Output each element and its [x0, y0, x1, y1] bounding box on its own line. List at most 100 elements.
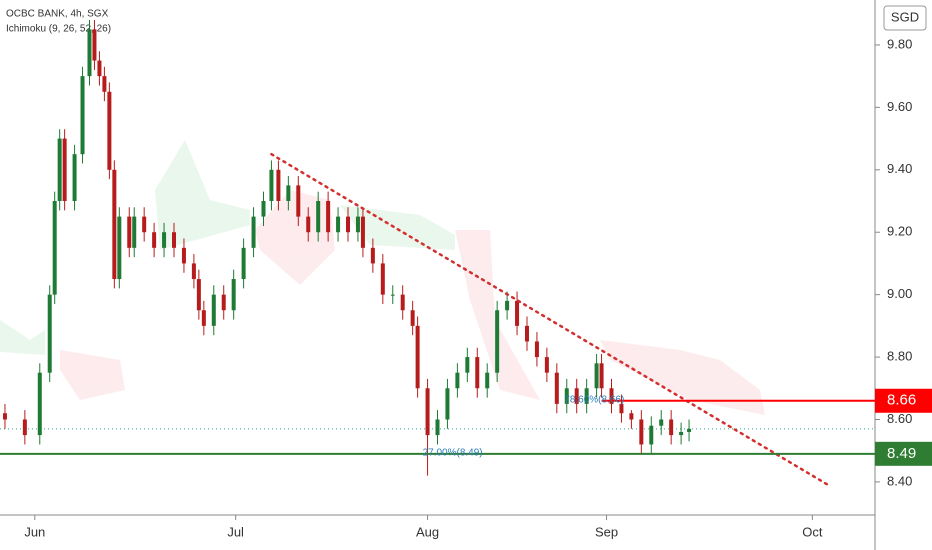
price-label-box: [875, 388, 932, 413]
currency-label: SGD: [891, 9, 919, 24]
candle-body: [286, 185, 291, 202]
candle-body: [584, 388, 589, 404]
candle-body: [629, 413, 634, 420]
candle-body: [346, 216, 351, 233]
candle-body: [107, 91, 112, 170]
candle-body: [269, 169, 274, 202]
currency-box[interactable]: [883, 5, 927, 31]
candle-body: [52, 201, 57, 295]
candle-body: [251, 216, 256, 248]
candle-body: [231, 279, 236, 311]
candle-body: [574, 388, 579, 404]
y-tick-label: 9.00: [887, 286, 912, 301]
candle-body: [2, 413, 7, 420]
y-tick-label: 9.60: [887, 99, 912, 114]
candle-body: [649, 425, 654, 445]
candle-body: [211, 294, 216, 326]
candle-body: [687, 428, 692, 432]
candle-body: [475, 357, 480, 389]
candle-body: [62, 138, 67, 202]
candle-body: [47, 294, 52, 373]
candle-body: [435, 419, 440, 436]
candle-body: [564, 388, 569, 404]
cloud-area: [60, 350, 125, 400]
candle-body: [37, 372, 42, 436]
candle-body: [524, 325, 529, 342]
candle-body: [316, 201, 321, 233]
cloud-area: [0, 320, 45, 355]
candle-body: [127, 216, 132, 248]
price-label: 8.49: [887, 445, 916, 462]
ichimoku-cloud: [0, 140, 765, 415]
candle-body: [445, 388, 450, 420]
candle-body: [162, 232, 167, 248]
cloud-area: [340, 205, 455, 250]
indicator-label: Ichimoku (9, 26, 52, 26): [6, 24, 111, 35]
candle-body: [117, 216, 122, 280]
candle-body: [276, 169, 281, 202]
cloud-area: [455, 230, 540, 400]
candle-body: [57, 138, 62, 202]
y-tick-label: 9.40: [887, 161, 912, 176]
candle-body: [465, 357, 470, 373]
candle-body: [370, 247, 375, 264]
candle-body: [326, 201, 331, 233]
candle-body: [241, 247, 246, 280]
fib-label: 78.60%(8.66): [564, 394, 624, 405]
y-tick-label: 8.80: [887, 349, 912, 364]
candle-body: [261, 201, 266, 217]
candle-body: [181, 247, 186, 264]
price-label: 8.66: [887, 392, 916, 409]
candle-body: [669, 419, 674, 436]
candle-body: [609, 388, 614, 404]
candle-body: [515, 300, 520, 326]
candle-body: [619, 403, 624, 414]
candle-body: [355, 216, 360, 233]
candle-body: [505, 300, 510, 311]
price-label-box: [875, 441, 932, 466]
candle-body: [495, 310, 500, 373]
y-tick-label: 8.40: [887, 473, 912, 488]
candle-body: [196, 279, 201, 311]
candle-body: [554, 372, 559, 404]
candle-body: [296, 185, 301, 217]
candle-body: [191, 263, 196, 280]
candle-body: [425, 388, 430, 436]
candle-body: [87, 29, 92, 77]
candle-body: [80, 76, 85, 155]
x-tick-label: Sep: [595, 524, 618, 539]
candle-body: [22, 419, 27, 436]
candle-body: [152, 232, 157, 248]
candle-body: [92, 29, 97, 61]
y-tick-label: 8.60: [887, 411, 912, 426]
candle-body: [659, 419, 664, 426]
x-tick-label: Jun: [24, 524, 45, 539]
chart-title: OCBC BANK, 4h, SGX: [6, 9, 109, 20]
candle-body: [455, 372, 460, 389]
candle-body: [599, 363, 604, 389]
candle-body: [172, 232, 177, 248]
candle-body: [485, 372, 490, 389]
cloud-area: [255, 190, 335, 285]
candle-body: [132, 216, 137, 248]
candle-body: [102, 76, 107, 92]
x-tick-label: Oct: [802, 524, 823, 539]
candle-body: [97, 60, 102, 77]
candle-body: [594, 363, 599, 389]
candle-body: [72, 154, 77, 202]
candle-body: [112, 169, 117, 280]
y-tick-label: 9.80: [887, 36, 912, 51]
trendline: [270, 152, 830, 487]
candle-body: [221, 294, 226, 311]
candle-body: [415, 325, 420, 389]
candle-body: [400, 294, 405, 311]
cloud-area: [155, 140, 250, 250]
candle-body: [390, 294, 395, 296]
candle-body: [201, 310, 206, 326]
fib-label: 27.00%(8.49): [423, 447, 483, 458]
candle-body: [380, 263, 385, 295]
candle-body: [544, 357, 549, 373]
candle-body: [534, 341, 539, 358]
candle-body: [306, 216, 311, 233]
